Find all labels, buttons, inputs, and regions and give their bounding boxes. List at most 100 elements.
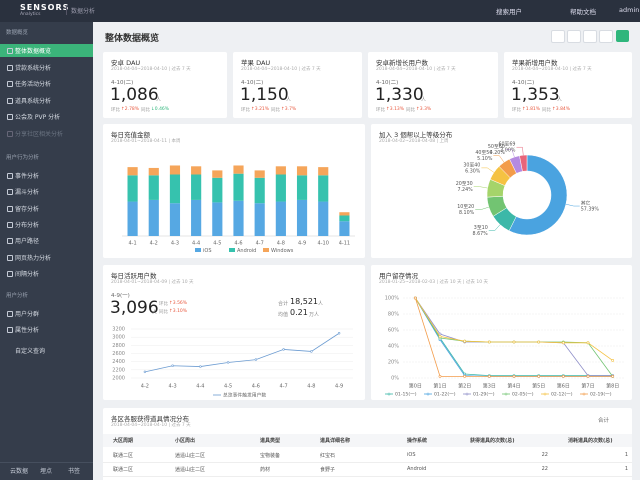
card-period: 2018-04-04~2018-04-10 | 过去 7 天 [241, 67, 321, 72]
column-header: 消耗道具的次数(总) [568, 438, 613, 444]
bar-segment [339, 221, 350, 236]
menu-item[interactable]: 道具系统分析 [15, 97, 52, 105]
y-tick-label: 2400 [112, 359, 125, 365]
avg-label: 均值 [278, 312, 289, 318]
point [337, 332, 341, 335]
legend-swatch [229, 248, 235, 252]
point [310, 350, 313, 353]
ring-value: ↑2.78% [121, 107, 140, 112]
x-tick-label: 第6日 [557, 383, 570, 390]
menu-item[interactable]: 属性分析 [15, 327, 40, 335]
menu-item[interactable]: 自定义查询 [15, 348, 46, 355]
point [438, 335, 442, 338]
menu-icon [7, 173, 13, 179]
y-tick-label: 80% [388, 312, 399, 318]
menu-item[interactable]: 用户路径 [15, 238, 40, 246]
bar-segment [233, 200, 244, 236]
menu-item[interactable]: 留存分析 [15, 205, 40, 213]
kpi-date: 4-10(二) [376, 80, 399, 86]
legend-label: Android [237, 248, 256, 254]
point [537, 340, 541, 344]
menu-item[interactable]: 整体数据概览 [15, 48, 52, 55]
menu-item[interactable]: 漏斗分析 [15, 189, 40, 197]
kpi-date: 4-10(二) [512, 80, 535, 86]
slice-label: 20至30 [456, 181, 473, 187]
legend-label: 01-29(一) [473, 392, 495, 398]
tool-button[interactable] [583, 30, 597, 43]
user-name[interactable]: admin [619, 6, 640, 14]
y-tick-label: 40% [388, 344, 399, 350]
row-divider [103, 476, 632, 477]
sum-select[interactable]: 合计 [598, 418, 610, 424]
legend-dot [387, 392, 391, 396]
bar-segment [191, 166, 202, 175]
point [463, 339, 467, 343]
slice-label: 60至69 [498, 142, 515, 148]
menu-item[interactable]: 间隔分析 [15, 270, 40, 278]
active-bg [0, 44, 93, 57]
add-button[interactable] [616, 30, 629, 42]
footer-item[interactable]: 书签 [68, 468, 81, 475]
yoy-value: ↑3.10% [169, 309, 188, 314]
menu-icon [7, 238, 13, 245]
x-tick-label: 4-7 [256, 241, 264, 247]
footer-item[interactable]: 埋点 [40, 468, 53, 475]
bar-segment [191, 174, 202, 200]
yoy-label: 同比 [542, 108, 551, 113]
slice-label: 其它 [581, 200, 591, 207]
ring-label: 环比 [159, 302, 168, 307]
x-tick-label: 4-4 [196, 384, 204, 390]
card-period: 2018-04-04~2018-04-10 | 过去 7 天 [111, 423, 191, 428]
kpi-value: 1,330 [375, 85, 424, 105]
legend-label: 总览事件触发用户数 [223, 392, 266, 399]
menu-item[interactable]: 分享社区相关分析 [15, 130, 64, 138]
tool-button[interactable] [567, 30, 581, 43]
bar-segment [127, 175, 138, 202]
x-tick-label: 4-10 [318, 241, 329, 247]
point [282, 348, 285, 351]
kpi-value: 3,096 [110, 298, 159, 318]
donut-slice [519, 154, 528, 172]
card-title: 安卓新增长用户数 [376, 59, 428, 67]
footer-item[interactable]: 云数据 [10, 468, 29, 475]
x-tick-label: 第0日 [409, 383, 422, 390]
top-bar: SENSORS Analytics 数据分析 搜索用户 帮助文档 admin [0, 0, 640, 22]
point [438, 375, 442, 378]
card: 苹果 DAU 2018-04-04~2018-04-10 | 过去 7 天 4-10… [233, 52, 362, 118]
chart: 0% 20% 40% 60% 80% 100% 第0日 第1日 第2日 第3日 第4日 第5日 第6日 第… [385, 296, 625, 398]
search-users[interactable]: 搜索用户 [496, 8, 522, 16]
menu-item[interactable]: 用户分群 [15, 311, 40, 318]
menu-item[interactable]: 事件分析 [15, 173, 40, 180]
menu-icon [7, 114, 13, 120]
y-tick-label: 2600 [112, 351, 125, 357]
section-title: 用户分析 [6, 293, 29, 299]
y-tick-label: 20% [388, 360, 399, 366]
menu-item[interactable]: 网页热力分析 [15, 254, 52, 262]
help-docs[interactable]: 帮助文档 [570, 8, 596, 16]
menu-icon [7, 254, 13, 261]
table-cell: Android [407, 466, 427, 472]
ring-label: 环比 [111, 108, 120, 113]
point [561, 375, 565, 378]
slice-label: 50至60 [488, 144, 505, 150]
label-line [493, 155, 505, 163]
x-tick-label: 第5日 [532, 383, 545, 390]
x-tick-label: 第8日 [606, 383, 619, 390]
legend-dot [426, 392, 430, 396]
ring-label: 环比 [241, 108, 250, 113]
legend-label: 02-12(一) [551, 392, 573, 398]
point [413, 296, 417, 300]
menu-item[interactable]: 贷款系统分析 [15, 64, 52, 72]
legend-label: 01-22(一) [434, 392, 456, 398]
legend-dot [465, 392, 469, 396]
menu-item[interactable]: 分布分析 [15, 221, 40, 229]
tool-button[interactable] [599, 30, 613, 43]
card: 每日充值金额 2018-04-01~2018-04-11 | 本周 4-1 4-2 4-… [103, 124, 365, 258]
x-tick-label: 4-2 [150, 241, 158, 247]
kpi-unit: 人 [286, 97, 292, 103]
tool-button[interactable] [551, 30, 565, 43]
menu-item[interactable]: 任务活动分析 [15, 81, 52, 88]
menu-item[interactable]: 公会及 PVP 分析 [15, 114, 61, 121]
kpi-date: 4-9(一) [111, 293, 130, 299]
card: 每日活跃用户数 2018-04-01~2018-04-09 | 过去 10 天 4-… [103, 265, 365, 400]
